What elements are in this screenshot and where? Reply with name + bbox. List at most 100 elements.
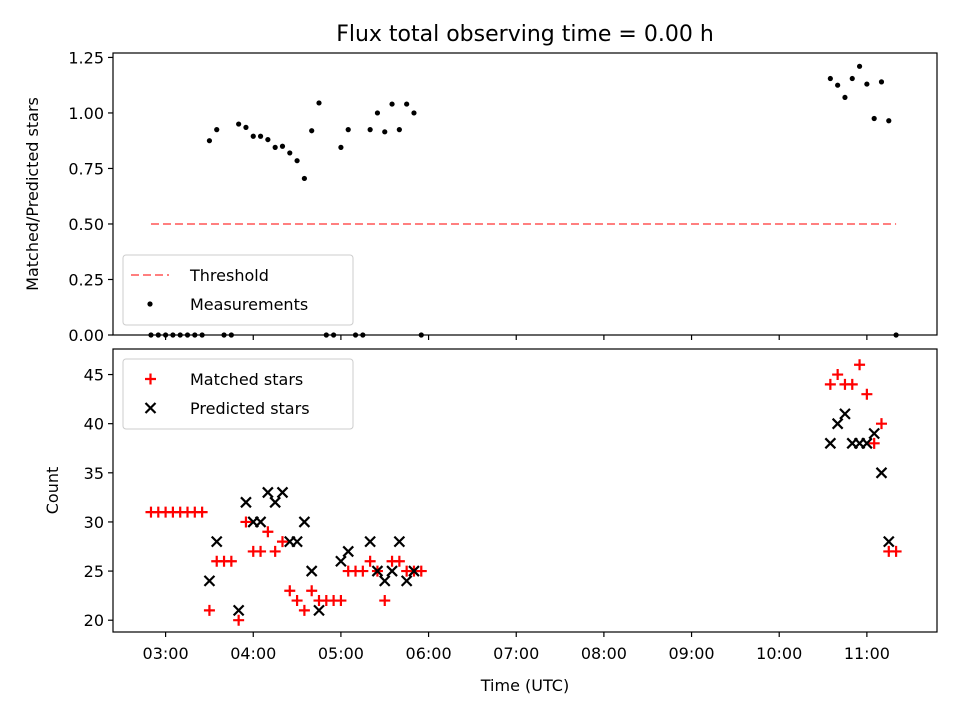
predicted-star-marker bbox=[371, 565, 384, 577]
measurement-point bbox=[338, 144, 344, 150]
measurement-point bbox=[842, 94, 848, 101]
y-tick-label: 40 bbox=[84, 415, 104, 434]
matched-star-marker bbox=[875, 418, 887, 430]
measurement-point bbox=[382, 129, 388, 135]
matched-star-marker bbox=[364, 555, 376, 567]
predicted-star-marker bbox=[254, 516, 267, 528]
measurement-point bbox=[294, 158, 300, 164]
matched-star-marker bbox=[335, 595, 347, 607]
measurement-point bbox=[301, 175, 307, 182]
predicted-star-marker bbox=[883, 535, 895, 548]
measurement-point bbox=[279, 143, 286, 149]
predicted-star-marker bbox=[408, 565, 420, 577]
legend: Matched stars Predicted stars bbox=[122, 358, 354, 430]
legend: Threshold Measurements bbox=[122, 254, 354, 326]
x-tick-label: 07:00 bbox=[493, 644, 539, 663]
measurement-point bbox=[827, 75, 833, 82]
measurement-point bbox=[864, 81, 870, 87]
axes-frame bbox=[112, 348, 938, 633]
matched-star-marker bbox=[233, 614, 245, 626]
matched-star-marker bbox=[262, 526, 274, 538]
measurement-point bbox=[835, 82, 841, 88]
measurement-point bbox=[389, 101, 395, 107]
matched-star-marker bbox=[393, 555, 405, 567]
predicted-star-marker bbox=[839, 408, 851, 420]
y-tick-label: 20 bbox=[84, 611, 104, 630]
legend-matched-swatch bbox=[145, 373, 156, 385]
predicted-star-marker bbox=[262, 486, 274, 499]
measurement-point bbox=[243, 124, 249, 130]
x-tick-label: 03:00 bbox=[143, 644, 189, 663]
matched-star-marker bbox=[890, 545, 902, 557]
predicted-star-marker bbox=[305, 565, 318, 577]
measurement-point bbox=[871, 115, 877, 122]
matched-star-marker bbox=[846, 378, 858, 390]
predicted-star-marker bbox=[831, 417, 844, 430]
matched-star-marker bbox=[298, 604, 310, 616]
x-axis-label: Time (UTC) bbox=[480, 676, 569, 695]
y-tick-label: 0.75 bbox=[68, 159, 104, 178]
measurement-point bbox=[250, 133, 256, 139]
predicted-star-marker bbox=[400, 575, 413, 587]
y-tick-label: 1.25 bbox=[68, 48, 104, 67]
measurement-point bbox=[345, 127, 351, 133]
y-axis-label: Count bbox=[43, 467, 62, 515]
matched-star-marker bbox=[276, 536, 288, 548]
matched-star-marker bbox=[255, 545, 267, 557]
matched-star-marker bbox=[861, 388, 873, 400]
measurement-point bbox=[316, 100, 322, 106]
predicted-star-marker bbox=[393, 535, 406, 548]
measurement-point bbox=[411, 110, 417, 116]
measurement-point bbox=[309, 128, 315, 134]
predicted-star-marker bbox=[386, 565, 398, 577]
predicted-star-marker bbox=[203, 575, 216, 587]
y-tick-label: 0.50 bbox=[68, 215, 104, 234]
matched-star-marker bbox=[415, 565, 427, 577]
predicted-star-marker bbox=[298, 516, 311, 528]
predicted-star-marker bbox=[232, 604, 245, 617]
predicted-star-marker bbox=[240, 496, 252, 509]
x-tick-label: 09:00 bbox=[668, 644, 714, 663]
y-tick-label: 0.00 bbox=[68, 326, 104, 345]
x-tick-label: 06:00 bbox=[406, 644, 452, 663]
measurement-point bbox=[878, 79, 885, 85]
legend-box bbox=[122, 254, 354, 326]
legend-label: Predicted stars bbox=[190, 399, 310, 418]
predicted-star-marker bbox=[276, 486, 289, 499]
predicted-star-marker bbox=[291, 535, 303, 548]
legend-box bbox=[122, 358, 354, 430]
legend-label: Matched stars bbox=[190, 370, 303, 389]
measurement-point bbox=[214, 127, 220, 133]
measurement-point bbox=[856, 63, 863, 69]
matched-star-marker bbox=[240, 516, 252, 528]
plot-area bbox=[148, 63, 899, 338]
y-axis-label: Matched/Predicted stars bbox=[23, 97, 42, 291]
matched-star-marker bbox=[379, 595, 391, 607]
x-tick-label: 11:00 bbox=[844, 644, 890, 663]
matched-star-marker bbox=[269, 545, 281, 557]
y-tick-label: 30 bbox=[84, 513, 104, 532]
legend-label: Measurements bbox=[190, 295, 308, 314]
matched-star-marker bbox=[824, 378, 836, 390]
predicted-star-marker bbox=[342, 545, 354, 558]
measurement-point bbox=[206, 138, 213, 144]
predicted-star-marker bbox=[378, 575, 391, 587]
predicted-star-marker bbox=[868, 427, 880, 440]
matched-star-marker bbox=[306, 585, 318, 597]
y-tick-label: 35 bbox=[84, 464, 104, 483]
matched-star-marker bbox=[832, 369, 844, 381]
measurement-point bbox=[272, 144, 278, 150]
predicted-star-marker bbox=[861, 437, 873, 450]
legend-label: Threshold bbox=[189, 266, 269, 285]
y-tick-label: 45 bbox=[84, 366, 104, 385]
measurement-point bbox=[265, 136, 271, 143]
matched-star-marker bbox=[225, 555, 237, 567]
chart-title: Flux total observing time = 0.00 h bbox=[336, 22, 714, 47]
matched-star-marker bbox=[868, 437, 880, 449]
measurement-point bbox=[404, 101, 410, 107]
bottom-panel: 03:00 04:00 05:00 06:00 07:00 08:00 09:00 10:00… bbox=[43, 348, 938, 695]
measurement-point bbox=[886, 118, 892, 124]
x-tick-label: 04:00 bbox=[230, 644, 276, 663]
measurement-point bbox=[236, 121, 242, 127]
